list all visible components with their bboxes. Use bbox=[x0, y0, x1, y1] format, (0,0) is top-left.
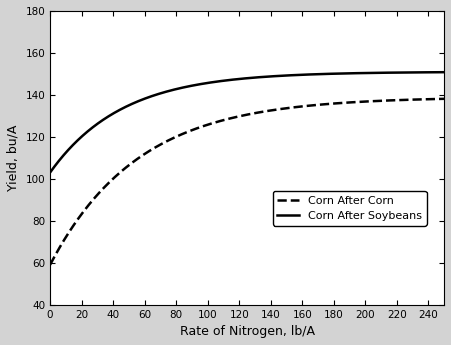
Corn After Soybeans bbox=[354, 71, 360, 75]
Corn After Corn bbox=[221, 118, 226, 122]
Corn After Soybeans bbox=[318, 72, 323, 76]
Corn After Corn bbox=[442, 97, 447, 101]
Y-axis label: Yield, bu/A: Yield, bu/A bbox=[7, 125, 20, 191]
Legend: Corn After Corn, Corn After Soybeans: Corn After Corn, Corn After Soybeans bbox=[273, 191, 427, 226]
Corn After Soybeans bbox=[221, 79, 226, 83]
Line: Corn After Soybeans: Corn After Soybeans bbox=[50, 72, 444, 172]
Corn After Corn bbox=[207, 122, 212, 126]
Line: Corn After Corn: Corn After Corn bbox=[50, 99, 444, 265]
Corn After Soybeans bbox=[362, 71, 367, 75]
Corn After Soybeans bbox=[87, 127, 93, 131]
Corn After Corn bbox=[318, 102, 323, 107]
Corn After Corn bbox=[87, 201, 93, 205]
X-axis label: Rate of Nitrogen, lb/A: Rate of Nitrogen, lb/A bbox=[179, 325, 315, 338]
Corn After Corn bbox=[47, 263, 53, 267]
Corn After Corn bbox=[354, 100, 360, 104]
Corn After Soybeans bbox=[207, 81, 212, 85]
Corn After Soybeans bbox=[442, 70, 447, 74]
Corn After Corn bbox=[362, 99, 367, 104]
Corn After Soybeans bbox=[47, 170, 53, 175]
